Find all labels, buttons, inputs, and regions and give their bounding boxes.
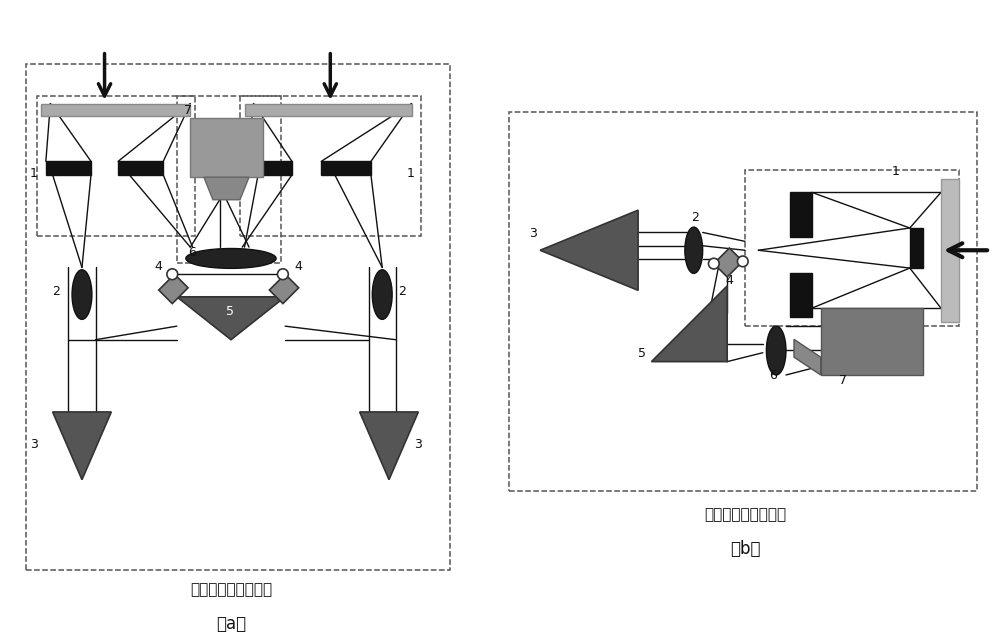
Polygon shape (714, 248, 743, 277)
Text: 顶端单筒结构俧视图: 顶端单筒结构俧视图 (704, 507, 786, 522)
Bar (821, 308, 923, 375)
Polygon shape (53, 412, 111, 480)
Text: 3: 3 (529, 227, 537, 240)
Polygon shape (540, 210, 638, 290)
Circle shape (708, 258, 719, 269)
Polygon shape (269, 274, 299, 304)
Text: 3: 3 (414, 438, 422, 451)
Text: 5: 5 (226, 305, 234, 318)
Circle shape (737, 256, 748, 267)
Bar (910, 228, 923, 268)
Bar (247, 161, 292, 175)
Ellipse shape (766, 326, 786, 375)
Text: 3: 3 (30, 438, 38, 451)
Bar (941, 179, 959, 322)
Text: 1: 1 (407, 167, 415, 180)
Text: 7: 7 (839, 374, 847, 387)
Bar (240, 96, 421, 236)
Text: 7: 7 (184, 104, 192, 117)
Bar (245, 103, 412, 116)
Bar (790, 192, 812, 237)
Text: 6: 6 (770, 369, 777, 382)
Bar (790, 272, 812, 317)
Ellipse shape (685, 227, 703, 274)
Text: 2: 2 (692, 211, 699, 225)
Text: 5: 5 (638, 347, 646, 360)
Text: 6: 6 (188, 246, 196, 259)
Text: 1: 1 (892, 165, 900, 177)
Polygon shape (360, 412, 418, 480)
Bar (118, 161, 163, 175)
Bar (37, 96, 195, 236)
Ellipse shape (372, 270, 392, 320)
Bar (46, 161, 91, 175)
Polygon shape (651, 286, 727, 362)
Polygon shape (204, 177, 249, 200)
Text: 4: 4 (154, 260, 162, 272)
Bar (177, 96, 281, 263)
Text: 4: 4 (725, 274, 733, 286)
Polygon shape (177, 297, 285, 339)
Polygon shape (794, 339, 821, 375)
Polygon shape (159, 274, 188, 304)
Text: 2: 2 (53, 285, 60, 297)
Ellipse shape (72, 270, 92, 320)
Text: （b）: （b） (730, 540, 760, 558)
Circle shape (167, 269, 178, 279)
Bar (509, 112, 977, 491)
Circle shape (277, 269, 288, 279)
Bar (26, 64, 450, 570)
Bar (745, 170, 959, 326)
Text: 1: 1 (30, 167, 38, 180)
Text: （a）: （a） (216, 615, 246, 633)
Ellipse shape (186, 249, 276, 269)
Bar (41, 103, 190, 116)
Bar (321, 161, 371, 175)
Text: 2: 2 (398, 285, 406, 297)
Bar (190, 119, 263, 177)
Text: 水平双筒结构俧视图: 水平双筒结构俧视图 (190, 582, 272, 597)
Text: 4: 4 (294, 260, 302, 272)
